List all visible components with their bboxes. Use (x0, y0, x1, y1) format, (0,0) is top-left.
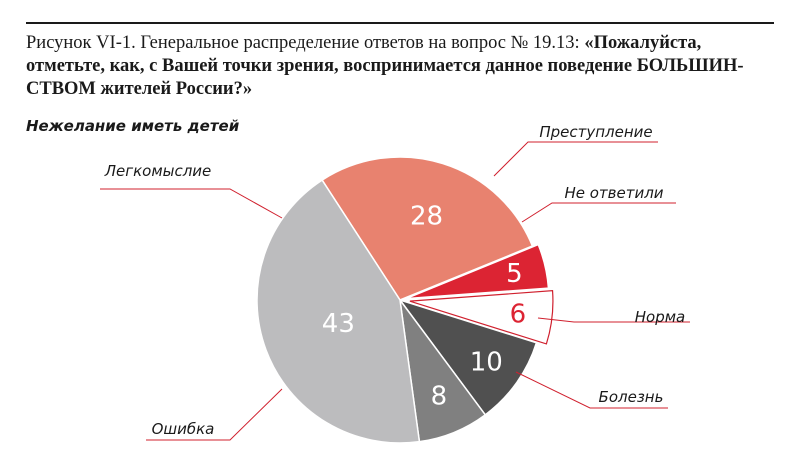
leader-line (521, 202, 676, 223)
slice-category-label: Не ответили (564, 184, 663, 202)
slice-category-label: Норма (635, 308, 686, 326)
slice-value-label: 10 (470, 347, 503, 377)
leader-lines (100, 141, 690, 441)
slice-value-label: 6 (510, 300, 527, 330)
top-rule (26, 22, 774, 24)
slice-value-label: 43 (322, 309, 355, 339)
pie-slice (398, 298, 538, 416)
pie-slice (321, 156, 534, 301)
slice-value-label: 28 (410, 201, 443, 231)
leader-line (493, 141, 658, 177)
pie-slice (256, 179, 421, 444)
figure-caption-question: «Пожалуйста, отметьте, как, с Вашей точк… (26, 33, 744, 99)
leader-line (100, 188, 283, 219)
figure-caption-number: Рисунок VI-1. Генеральное распределение … (26, 33, 585, 53)
pie-slice (405, 243, 550, 300)
chart-title: Нежелание иметь детей (26, 117, 240, 135)
slice-labels: 28 Легкомыслие 5 Преступление 6 Не ответили 10… (104, 123, 686, 438)
leader-line (537, 317, 690, 323)
leader-line (146, 388, 283, 441)
slice-value-label: 5 (506, 259, 523, 289)
slice-category-label: Ошибка (152, 420, 215, 438)
slice-category-label: Болезнь (599, 388, 664, 406)
figure-caption: Рисунок VI-1. Генеральное распределение … (26, 32, 774, 101)
slice-category-label: Преступление (539, 123, 652, 141)
pie-slices (256, 156, 554, 444)
leader-line (515, 371, 668, 409)
slice-value-label: 8 (431, 381, 448, 411)
pie-slice (409, 290, 554, 345)
slice-category-label: Легкомыслие (104, 162, 212, 180)
